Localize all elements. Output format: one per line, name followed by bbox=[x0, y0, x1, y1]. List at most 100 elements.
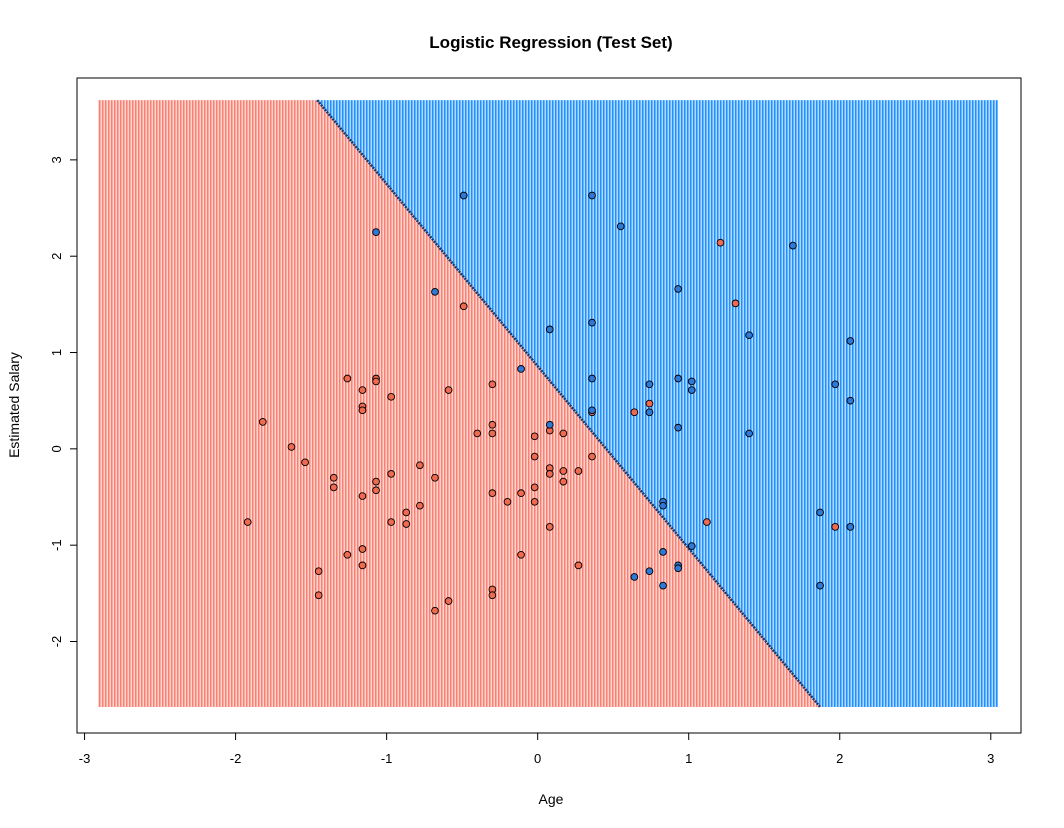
data-point-class-0 bbox=[287, 443, 296, 451]
region-stripe-class-0 bbox=[722, 590, 725, 707]
region-stripe-class-0 bbox=[116, 100, 119, 707]
data-point-class-1 bbox=[372, 228, 380, 236]
region-stripe-class-0 bbox=[491, 311, 494, 707]
region-stripe-class-0 bbox=[272, 100, 275, 707]
region-stripe-class-1 bbox=[650, 100, 653, 504]
data-point-class-0 bbox=[831, 523, 840, 531]
region-stripe-class-1 bbox=[803, 100, 806, 689]
data-point-class-0 bbox=[545, 523, 554, 531]
region-stripe-class-0 bbox=[284, 100, 287, 707]
decision-boundary bbox=[316, 99, 822, 708]
region-stripe-class-0 bbox=[596, 438, 599, 707]
region-stripe-class-1 bbox=[872, 100, 875, 707]
region-stripe-class-0 bbox=[644, 496, 647, 707]
region-stripe-class-0 bbox=[605, 449, 608, 707]
region-stripe-class-0 bbox=[761, 637, 764, 707]
region-stripe-class-1 bbox=[800, 100, 803, 685]
x-tick-label: 1 bbox=[685, 751, 692, 766]
region-stripe-class-1 bbox=[812, 100, 815, 700]
region-stripe-class-0 bbox=[458, 272, 461, 707]
region-stripe-class-1 bbox=[824, 100, 827, 707]
region-stripe-class-1 bbox=[455, 100, 458, 269]
data-point-class-0 bbox=[431, 473, 439, 482]
region-stripe-class-0 bbox=[119, 100, 122, 707]
region-stripe-class-1 bbox=[863, 100, 866, 707]
region-stripe-class-1 bbox=[377, 100, 380, 175]
region-stripe-class-1 bbox=[347, 100, 350, 139]
region-stripe-class-1 bbox=[659, 100, 662, 515]
region-stripe-class-1 bbox=[716, 100, 719, 584]
data-point-class-1 bbox=[674, 423, 682, 432]
region-stripe-class-0 bbox=[245, 100, 248, 707]
region-stripe-class-1 bbox=[677, 100, 680, 537]
region-stripe-class-1 bbox=[752, 100, 755, 627]
region-stripe-class-0 bbox=[377, 174, 380, 707]
region-stripe-class-0 bbox=[797, 681, 800, 707]
x-tick-label: 2 bbox=[836, 751, 843, 766]
region-stripe-class-0 bbox=[257, 100, 260, 707]
region-stripe-class-1 bbox=[974, 100, 977, 707]
region-stripe-class-0 bbox=[104, 100, 107, 707]
region-stripe-class-0 bbox=[680, 539, 683, 707]
region-stripe-class-0 bbox=[110, 100, 113, 707]
data-point-class-0 bbox=[731, 299, 740, 308]
region-stripe-class-1 bbox=[608, 100, 611, 454]
region-stripe-class-1 bbox=[728, 100, 731, 598]
region-stripe-class-1 bbox=[992, 100, 995, 707]
region-stripe-class-1 bbox=[473, 100, 476, 291]
data-point-class-0 bbox=[358, 545, 367, 553]
data-point-class-0 bbox=[559, 477, 568, 486]
region-stripe-class-0 bbox=[581, 420, 584, 707]
region-stripe-class-0 bbox=[98, 100, 101, 707]
region-stripe-class-1 bbox=[980, 100, 983, 707]
data-point-class-1 bbox=[545, 420, 554, 429]
region-stripe-class-0 bbox=[557, 391, 560, 707]
region-stripe-class-0 bbox=[539, 369, 542, 707]
region-stripe-class-0 bbox=[305, 100, 308, 707]
region-stripe-class-1 bbox=[713, 100, 716, 580]
data-point-class-0 bbox=[459, 302, 468, 311]
region-stripe-class-0 bbox=[560, 395, 563, 707]
region-stripe-class-0 bbox=[173, 100, 176, 707]
region-stripe-class-0 bbox=[779, 659, 782, 707]
region-stripe-class-1 bbox=[365, 100, 368, 160]
region-stripe-class-1 bbox=[494, 100, 497, 316]
region-stripe-class-0 bbox=[770, 648, 773, 707]
region-stripe-class-0 bbox=[674, 532, 677, 707]
data-point-class-1 bbox=[545, 325, 554, 334]
data-point-class-0 bbox=[358, 561, 367, 570]
data-point-class-1 bbox=[687, 377, 696, 386]
region-stripe-class-1 bbox=[587, 100, 590, 428]
region-stripe-class-0 bbox=[485, 304, 488, 707]
region-stripe-class-1 bbox=[833, 100, 836, 707]
y-tick-label: 0 bbox=[49, 445, 64, 452]
region-stripe-class-1 bbox=[791, 100, 794, 674]
region-stripe-class-1 bbox=[464, 100, 467, 280]
region-stripe-class-0 bbox=[323, 109, 326, 707]
region-stripe-class-0 bbox=[452, 264, 455, 707]
data-point-class-1 bbox=[674, 374, 682, 383]
region-stripe-class-0 bbox=[128, 100, 131, 707]
region-stripe-class-1 bbox=[626, 100, 629, 475]
region-stripe-class-1 bbox=[737, 100, 740, 609]
region-stripe-class-1 bbox=[662, 100, 665, 519]
region-stripe-class-1 bbox=[905, 100, 908, 707]
region-stripe-class-0 bbox=[215, 100, 218, 707]
region-stripe-class-1 bbox=[641, 100, 644, 493]
region-stripe-class-0 bbox=[626, 474, 629, 707]
region-stripe-class-1 bbox=[887, 100, 890, 707]
region-stripe-class-1 bbox=[788, 100, 791, 671]
data-point-class-0 bbox=[488, 380, 497, 389]
region-stripe-class-1 bbox=[629, 100, 632, 479]
region-stripe-class-0 bbox=[776, 655, 779, 707]
region-stripe-class-0 bbox=[455, 268, 458, 707]
region-stripe-class-1 bbox=[689, 100, 692, 551]
region-stripe-class-0 bbox=[467, 282, 470, 707]
data-point-class-0 bbox=[444, 597, 453, 605]
region-stripe-class-0 bbox=[224, 100, 227, 707]
region-stripe-class-1 bbox=[740, 100, 743, 613]
region-stripe-class-0 bbox=[230, 100, 233, 707]
region-stripe-class-0 bbox=[815, 702, 818, 707]
data-point-class-0 bbox=[329, 483, 338, 492]
region-stripe-class-0 bbox=[101, 100, 104, 707]
